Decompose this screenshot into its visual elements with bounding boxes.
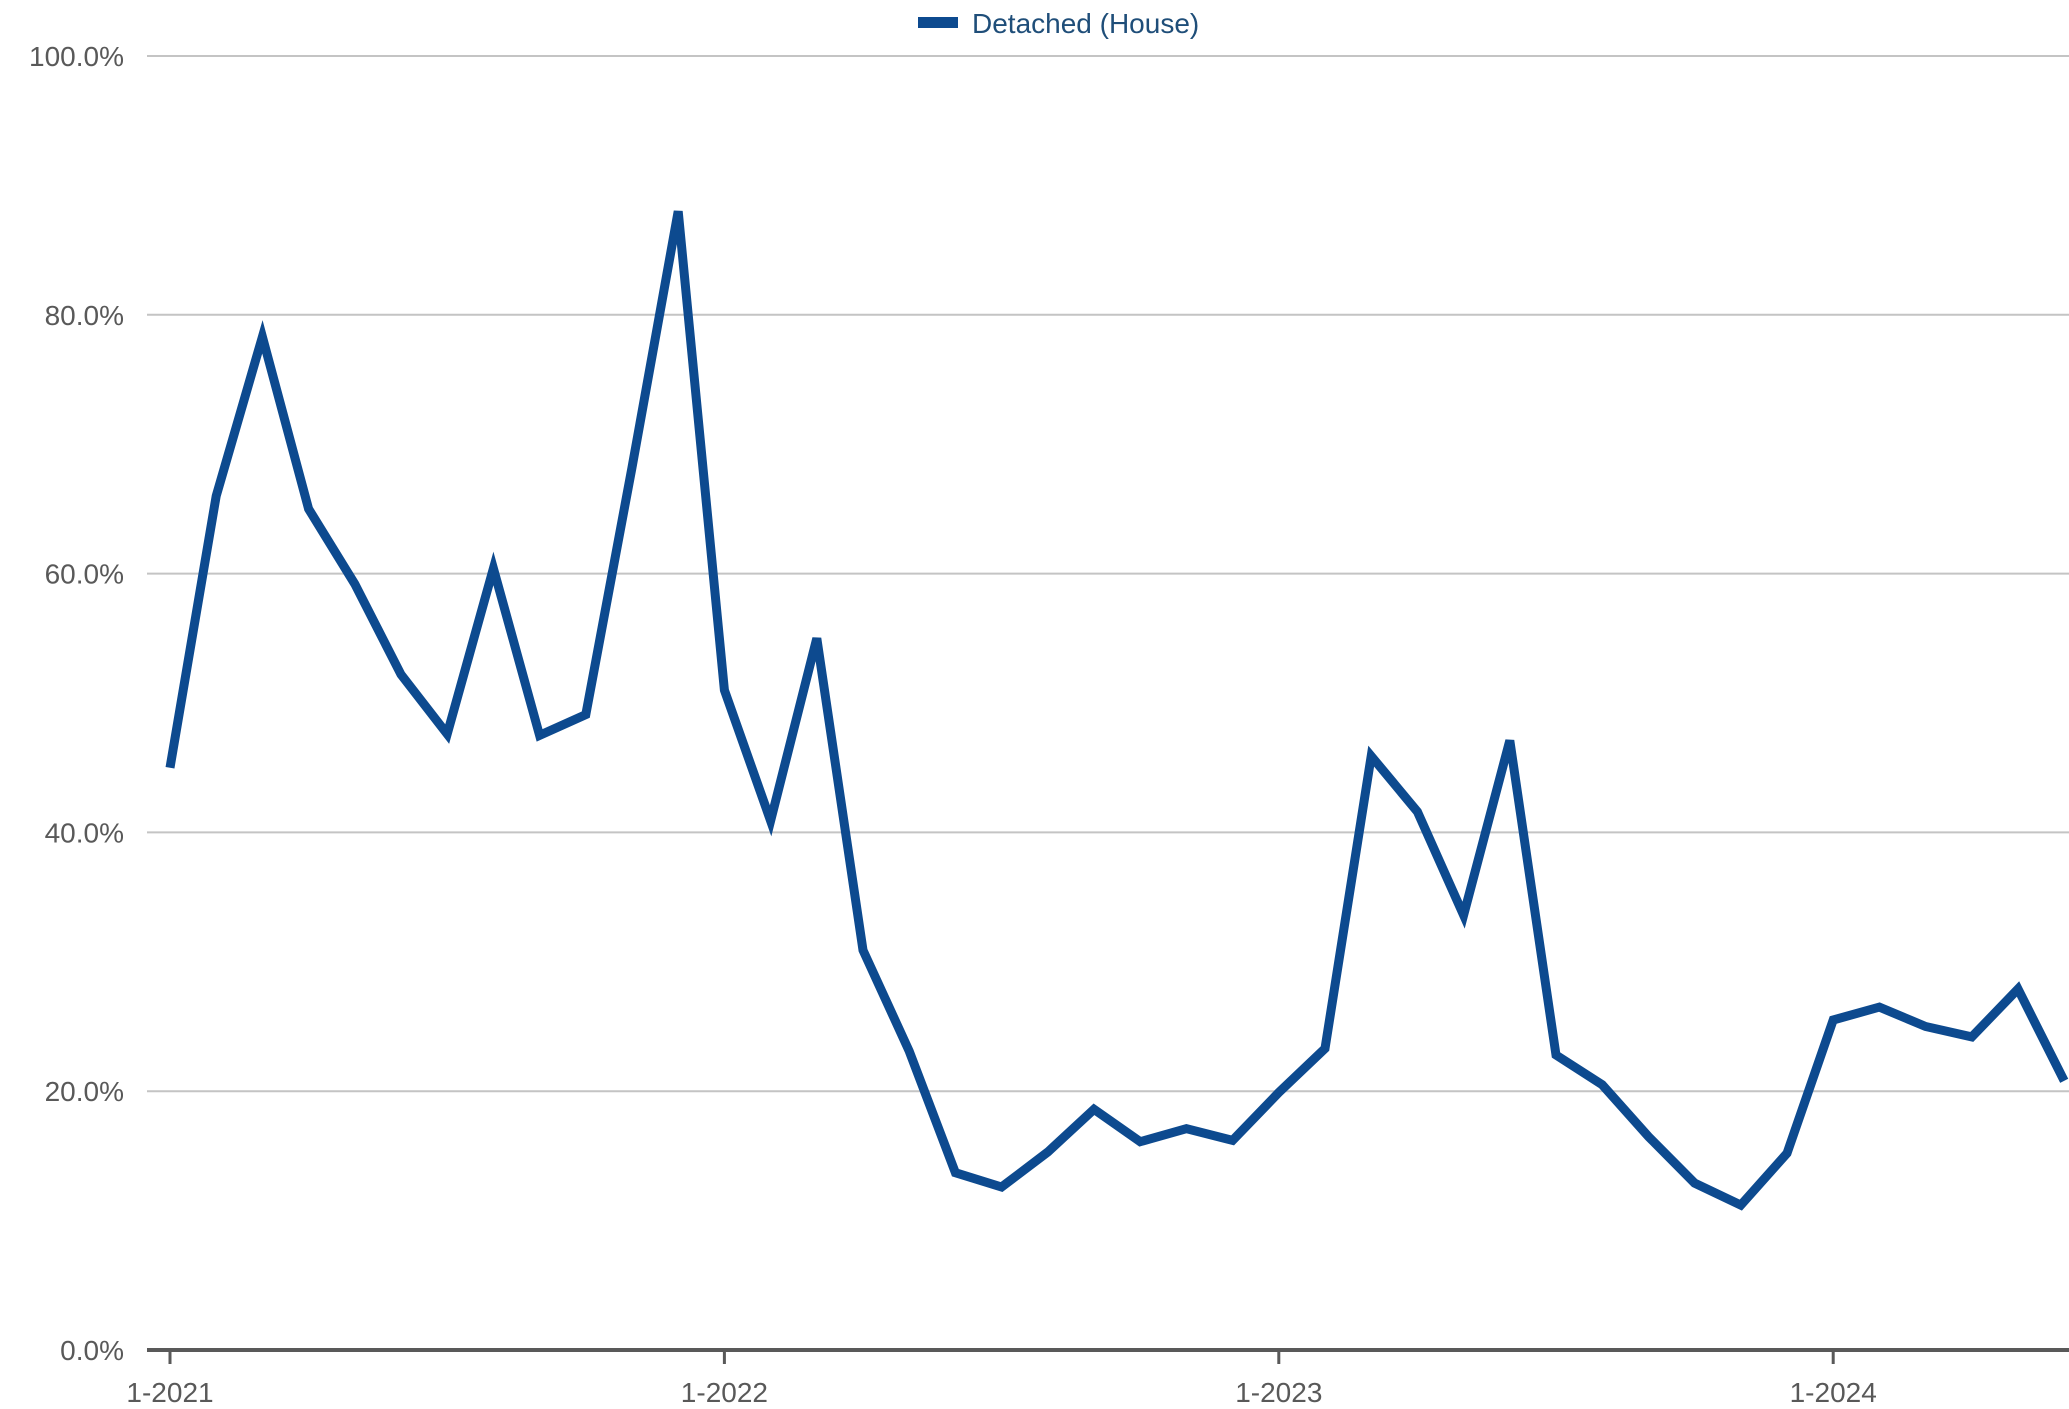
x-tick-label: 1-2022 bbox=[681, 1377, 768, 1408]
y-axis-labels: 0.0% 20.0% 40.0% 60.0% 80.0% 100.0% bbox=[29, 41, 124, 1366]
x-tick-label: 1-2023 bbox=[1235, 1377, 1322, 1408]
y-tick-label: 80.0% bbox=[45, 300, 124, 331]
y-tick-label: 20.0% bbox=[45, 1076, 124, 1107]
x-tick-label: 1-2021 bbox=[126, 1377, 213, 1408]
legend: Detached (House) bbox=[918, 8, 1199, 39]
gridlines bbox=[147, 56, 2069, 1091]
x-tick-label: 1-2024 bbox=[1790, 1377, 1877, 1408]
y-tick-label: 100.0% bbox=[29, 41, 124, 72]
series-group bbox=[170, 211, 2064, 1205]
y-tick-label: 0.0% bbox=[60, 1335, 124, 1366]
legend-label: Detached (House) bbox=[972, 8, 1199, 39]
legend-swatch bbox=[918, 17, 958, 28]
y-tick-label: 40.0% bbox=[45, 817, 124, 848]
x-axis: 1-2021 1-2022 1-2023 1-2024 bbox=[126, 1350, 2069, 1408]
series-line-detached-house bbox=[170, 211, 2064, 1205]
y-tick-label: 60.0% bbox=[45, 559, 124, 590]
